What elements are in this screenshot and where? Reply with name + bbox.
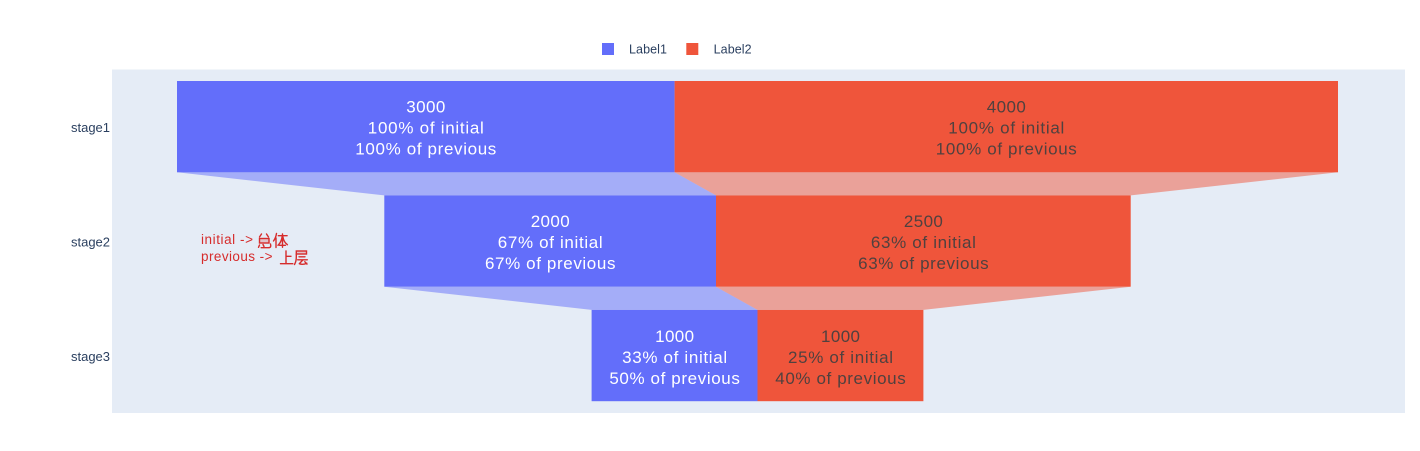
svg-text:63% of initial: 63% of initial (871, 233, 976, 252)
svg-text:2500: 2500 (904, 212, 943, 231)
svg-text:Label1: Label1 (629, 42, 667, 56)
svg-text:40% of previous: 40% of previous (775, 369, 906, 388)
svg-text:100% of previous: 100% of previous (936, 140, 1077, 159)
svg-text:stage1: stage1 (71, 120, 110, 135)
svg-text:33% of initial: 33% of initial (622, 348, 727, 367)
svg-text:4000: 4000 (987, 98, 1026, 117)
svg-text:67% of initial: 67% of initial (498, 233, 603, 252)
svg-text:100% of initial: 100% of initial (948, 119, 1064, 138)
svg-text:2000: 2000 (531, 212, 570, 231)
svg-text:67% of previous: 67% of previous (485, 254, 616, 273)
svg-text:100% of initial: 100% of initial (368, 119, 484, 138)
svg-text:25% of initial: 25% of initial (788, 348, 893, 367)
svg-text:Label2: Label2 (714, 42, 752, 56)
svg-text:stage3: stage3 (71, 349, 110, 364)
svg-text:50% of previous: 50% of previous (609, 369, 740, 388)
svg-text:63% of previous: 63% of previous (858, 254, 989, 273)
svg-text:3000: 3000 (406, 98, 445, 117)
svg-text:previous ->: previous -> (201, 249, 273, 264)
svg-text:100% of previous: 100% of previous (355, 140, 496, 159)
svg-text:1000: 1000 (821, 327, 860, 346)
svg-text:1000: 1000 (655, 327, 694, 346)
svg-text:initial ->: initial -> (201, 232, 253, 247)
svg-text:stage2: stage2 (71, 235, 110, 250)
